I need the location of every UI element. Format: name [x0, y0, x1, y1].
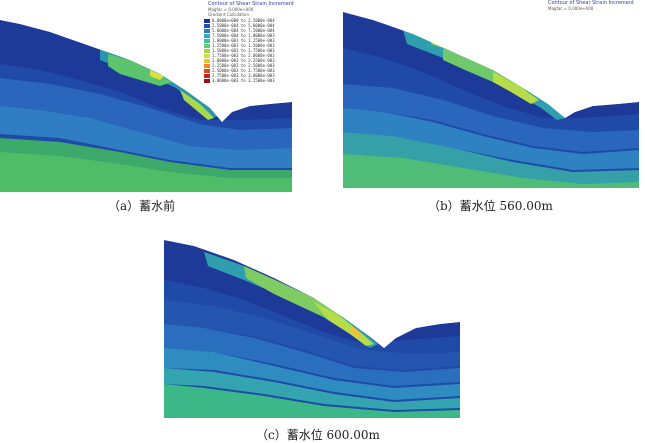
legend-a-row: 7.5000e-004 to 1.0000e-003 — [204, 33, 275, 38]
legend-a-row: 0.0000e+000 to 2.5000e-004 — [204, 18, 275, 23]
legend-a-row-label: 3.0000e-003 to 3.2500e-003 — [212, 78, 275, 83]
legend-a-swatch — [204, 34, 210, 38]
legend-a: Contour of Shear Strain Increment Magfac… — [200, 0, 294, 90]
legend-a-swatch — [204, 79, 210, 83]
legend-a-row: 2.5000e-004 to 5.0000e-004 — [204, 23, 275, 28]
legend-a-row: 2.0000e-003 to 2.2500e-003 — [204, 58, 275, 63]
legend-a-row-label: 2.5000e-004 to 5.0000e-004 — [212, 23, 275, 28]
legend-b-sub: Magfac = 0.000e+000 — [548, 6, 594, 11]
legend-a-swatch — [204, 19, 210, 23]
panel-b — [343, 8, 643, 188]
legend-a-swatch — [204, 74, 210, 78]
legend-a-row: 2.7500e-003 to 3.0000e-003 — [204, 73, 275, 78]
legend-a-row-label: 1.7500e-003 to 2.0000e-003 — [212, 53, 275, 58]
legend-a-row: 5.0000e-004 to 7.5000e-004 — [204, 28, 275, 33]
legend-a-swatch — [204, 59, 210, 63]
legend-a-swatch — [204, 29, 210, 33]
legend-a-row: 2.5000e-003 to 2.7500e-003 — [204, 68, 275, 73]
legend-a-row: 2.2500e-003 to 2.5000e-003 — [204, 63, 275, 68]
legend-a-row: 1.0000e-003 to 1.2500e-003 — [204, 38, 275, 43]
legend-a-row: 1.5000e-003 to 1.7500e-003 — [204, 48, 275, 53]
legend-a-sub2: Gradient Calculation — [208, 12, 249, 17]
legend-a-title: Contour of Shear Strain Increment — [208, 1, 294, 7]
caption-b: （b）蓄水位 560.00m — [428, 199, 553, 213]
panel-c — [164, 236, 460, 418]
legend-a-swatch — [204, 24, 210, 28]
legend-a-row-label: 2.0000e-003 to 2.2500e-003 — [212, 58, 275, 63]
legend-a-swatch — [204, 69, 210, 73]
legend-a-row-label: 1.5000e-003 to 1.7500e-003 — [212, 48, 275, 53]
legend-a-swatch — [204, 44, 210, 48]
legend-a-swatch — [204, 64, 210, 68]
legend-a-row-label: 1.2500e-003 to 1.5000e-003 — [212, 43, 275, 48]
legend-a-row: 3.0000e-003 to 3.2500e-003 — [204, 78, 275, 83]
panel-c-plot — [164, 236, 460, 418]
legend-a-swatch — [204, 39, 210, 43]
caption-a: （a）蓄水前 — [108, 199, 176, 213]
legend-a-row-label: 1.0000e-003 to 1.2500e-003 — [212, 38, 275, 43]
legend-a-swatch — [204, 54, 210, 58]
legend-a-row-label: 2.5000e-003 to 2.7500e-003 — [212, 68, 275, 73]
legend-a-row-label: 5.0000e-004 to 7.5000e-004 — [212, 28, 275, 33]
caption-c: （c）蓄水位 600.00m — [256, 428, 380, 442]
legend-a-row: 1.2500e-003 to 1.5000e-003 — [204, 43, 275, 48]
legend-a-row: 1.7500e-003 to 2.0000e-003 — [204, 53, 275, 58]
panel-b-plot — [343, 8, 643, 188]
legend-a-sub1: Magfac = 0.000e+000 — [208, 7, 254, 12]
legend-a-swatch — [204, 49, 210, 53]
legend-b-title: Contour of Shear Strain Increment — [548, 0, 634, 6]
legend-a-row-label: 2.7500e-003 to 3.0000e-003 — [212, 73, 275, 78]
legend-a-row-label: 7.5000e-004 to 1.0000e-003 — [212, 33, 275, 38]
legend-a-row-label: 2.2500e-003 to 2.5000e-003 — [212, 63, 275, 68]
legend-a-row-label: 0.0000e+000 to 2.5000e-004 — [212, 18, 275, 23]
